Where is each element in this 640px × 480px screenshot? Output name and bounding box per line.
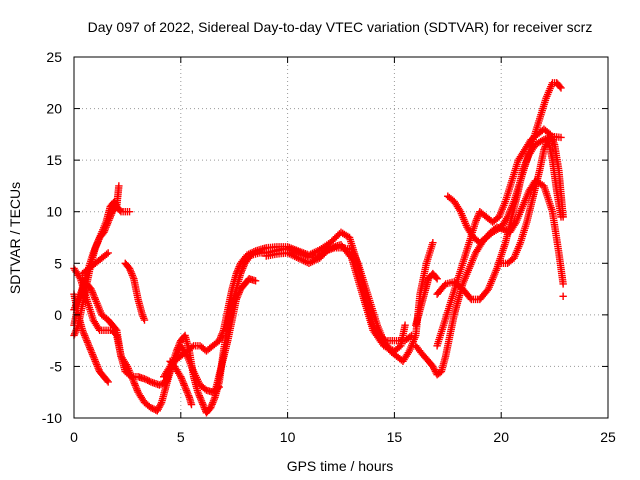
axis-tick-labels: 0 5 10 15 20 25 -10 -5 0 5 10 15 20 25 <box>42 49 616 445</box>
x-tick-label: 10 <box>280 429 296 445</box>
data-point <box>116 206 124 215</box>
x-tick-label: 20 <box>493 429 509 445</box>
data-point <box>251 277 260 285</box>
x-tick-label: 5 <box>177 429 185 445</box>
y-tick-label: 0 <box>54 307 62 323</box>
data-point <box>125 208 134 216</box>
data-point <box>557 84 565 92</box>
data-point <box>115 182 123 190</box>
data-point <box>559 292 567 300</box>
data-point <box>429 238 437 247</box>
y-tick-label: 20 <box>46 101 62 117</box>
axis-ticks <box>73 56 609 419</box>
series-s13 <box>433 125 567 350</box>
y-tick-label: 5 <box>54 255 62 271</box>
x-tick-label: 25 <box>600 429 616 445</box>
series-s5 <box>70 197 134 314</box>
data-point <box>103 376 111 385</box>
series-s16 <box>444 79 565 247</box>
data-point <box>407 331 416 340</box>
y-tick-label: -10 <box>42 410 62 426</box>
data-point <box>187 400 196 409</box>
data-points <box>70 79 567 417</box>
y-tick-label: 10 <box>46 204 62 220</box>
plot-frame <box>73 56 609 419</box>
data-point <box>557 213 565 221</box>
series-s6 <box>78 249 112 278</box>
y-axis-label: SDTVAR / TECUs <box>7 182 23 294</box>
series-s15 <box>412 269 441 329</box>
x-tick-label: 0 <box>70 429 78 445</box>
data-point <box>401 321 409 329</box>
series-s8 <box>160 342 223 396</box>
data-point <box>557 133 565 142</box>
series-s9 <box>166 357 196 409</box>
data-point <box>140 316 149 324</box>
series-s18 <box>559 292 567 300</box>
x-tick-label: 15 <box>387 429 403 445</box>
y-tick-label: 25 <box>46 49 62 65</box>
data-point <box>104 249 112 257</box>
series-s7 <box>121 259 149 324</box>
series-s17 <box>497 135 565 267</box>
data-point <box>433 275 441 283</box>
data-point <box>432 273 440 282</box>
chart-title: Day 097 of 2022, Sidereal Day-to-day VTE… <box>88 19 593 35</box>
data-point <box>104 378 112 386</box>
data-point <box>559 280 567 288</box>
series-s10 <box>211 275 260 396</box>
data-point <box>556 82 564 91</box>
series-s2 <box>70 228 416 415</box>
series-s11 <box>262 241 409 355</box>
y-tick-label: 15 <box>46 152 62 168</box>
y-tick-label: -5 <box>50 358 63 374</box>
x-axis-label: GPS time / hours <box>287 458 394 474</box>
grid-lines <box>74 57 608 418</box>
